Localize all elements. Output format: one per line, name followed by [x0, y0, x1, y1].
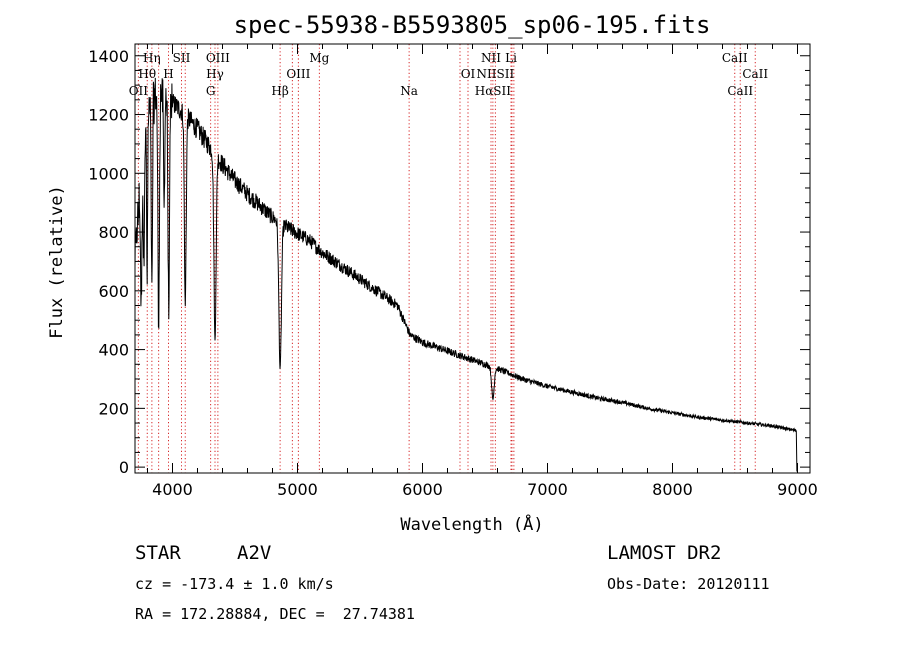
x-tick-label: 4000 — [152, 480, 193, 499]
y-tick-label: 1000 — [88, 164, 129, 183]
spectral-line-label: HαSII — [475, 84, 512, 98]
x-tick-label: 5000 — [277, 480, 318, 499]
y-axis-label: Flux (relative) — [47, 185, 67, 339]
y-tick-label: 1200 — [88, 106, 129, 125]
spectral-line-label: NIISII — [477, 67, 515, 81]
y-tick-label: 0 — [119, 458, 129, 477]
spectral-line-label: SII — [173, 51, 191, 65]
x-tick-label: 7000 — [527, 480, 568, 499]
spectral-line-markers — [137, 44, 756, 473]
x-tick-label: 9000 — [777, 480, 818, 499]
spectral-line-label: G — [206, 84, 216, 98]
spectral-line-label: OIII — [286, 67, 310, 81]
y-tick-label: 200 — [98, 399, 129, 418]
plot-frame — [134, 43, 811, 474]
spectral-line-label: CaII — [727, 84, 753, 98]
spectral-line-labels: Hη SII OIII Mg NII Li CaII Hθ H Hγ OIII OI NIISII CaI… — [129, 51, 769, 98]
obs-date: Obs-Date: 20120111 — [607, 575, 770, 593]
spectral-line-label: OIII — [206, 51, 230, 65]
spectral-line-label: CaII — [722, 51, 748, 65]
x-axis-ticks: 4000 5000 6000 7000 8000 9000 — [147, 44, 818, 499]
spectral-line-label: Hγ — [206, 67, 224, 81]
y-tick-label: 600 — [98, 282, 129, 301]
y-tick-label: 1400 — [88, 47, 129, 66]
y-axis-ticks: 0 200 400 600 800 1000 1200 1400 — [88, 47, 810, 477]
redshift-text: cz = -173.4 ± 1.0 km/s — [135, 575, 334, 593]
spectral-line-label: H — [163, 67, 173, 81]
spectral-line-label: NII — [481, 51, 501, 65]
spectral-line-label: OI — [461, 67, 476, 81]
spectrum-line — [134, 77, 798, 472]
spectral-line-label: CaII — [742, 67, 768, 81]
x-axis-label: Wavelength (Å) — [400, 513, 543, 535]
spectral-subclass: A2V — [237, 542, 272, 564]
spectral-line-label: Hθ — [138, 67, 156, 81]
spectral-line-label: Li — [505, 51, 517, 65]
coordinates: RA = 172.28884, DEC = 27.74381 — [135, 605, 415, 623]
spectral-line-label: Na — [400, 84, 418, 98]
x-tick-label: 6000 — [402, 480, 443, 499]
survey-label: LAMOST DR2 — [607, 542, 722, 564]
chart-title: spec-55938-B5593805_sp06-195.fits — [234, 11, 711, 39]
spectral-line-label: Hη — [143, 51, 161, 65]
spectral-line-label: OII — [129, 84, 149, 98]
y-tick-label: 800 — [98, 223, 129, 242]
x-tick-label: 8000 — [652, 480, 693, 499]
y-tick-label: 400 — [98, 341, 129, 360]
spectral-line-label: Mg — [309, 51, 329, 65]
spectral-line-label: Hβ — [271, 84, 288, 98]
object-class: STAR — [135, 542, 181, 564]
